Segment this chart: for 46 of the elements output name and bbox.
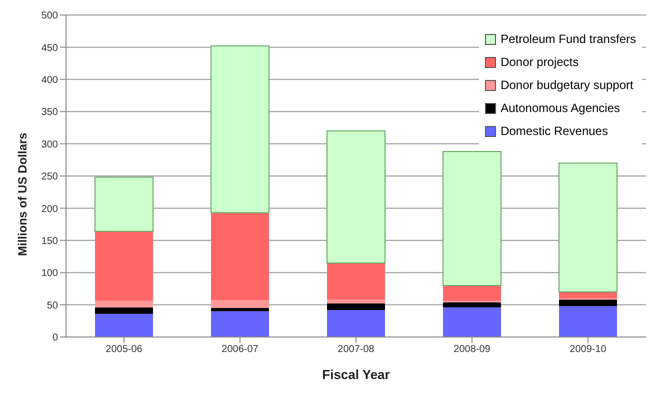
bar <box>211 308 269 312</box>
y-tick-label: 150 <box>41 236 58 247</box>
bar <box>558 162 618 292</box>
bar <box>211 311 269 337</box>
bar <box>559 306 617 337</box>
y-tick-label: 200 <box>41 204 58 215</box>
y-tick-label: 350 <box>41 107 58 118</box>
bar <box>95 300 153 308</box>
legend-label: Donor budgetary support <box>500 77 634 94</box>
x-tick-label: 2005-06 <box>106 344 143 356</box>
y-tick-label: 500 <box>41 10 58 22</box>
bar <box>442 151 502 286</box>
x-tick-label: 2009-10 <box>570 344 607 356</box>
legend-label: Donor projects <box>500 54 579 71</box>
y-tick-label: 450 <box>41 42 58 54</box>
bar <box>443 285 501 301</box>
bar <box>211 212 269 300</box>
legend-label: Petroleum Fund transfers <box>500 31 636 48</box>
y-tick-label: 250 <box>41 172 58 183</box>
bar <box>95 314 153 337</box>
y-tick-label: 100 <box>41 268 58 280</box>
x-tick-label: 2008-09 <box>454 344 491 356</box>
bar <box>211 300 269 308</box>
bar <box>94 176 154 232</box>
bar <box>210 45 270 214</box>
bar <box>443 307 501 337</box>
y-axis-title: Millions of US Dollars <box>15 132 30 256</box>
legend-label: Domestic Revenues <box>500 123 608 140</box>
legend-label: Autonomous Agencies <box>500 100 620 117</box>
bar <box>95 231 153 301</box>
bar <box>559 292 617 298</box>
x-tick-label: 2006-07 <box>222 344 259 356</box>
x-axis-title: Fiscal Year <box>322 367 390 382</box>
x-tick-label: 2007-08 <box>338 344 375 356</box>
bar <box>327 262 385 300</box>
y-tick-label: 300 <box>41 139 58 150</box>
bar <box>327 310 385 337</box>
bar <box>326 130 386 264</box>
bar <box>327 300 385 304</box>
bar <box>443 302 501 308</box>
bar <box>559 300 617 306</box>
y-tick-label: 0 <box>52 332 58 344</box>
y-tick-label: 50 <box>46 300 58 312</box>
bar <box>327 304 385 310</box>
bar <box>95 307 153 314</box>
y-tick-label: 400 <box>41 74 58 86</box>
